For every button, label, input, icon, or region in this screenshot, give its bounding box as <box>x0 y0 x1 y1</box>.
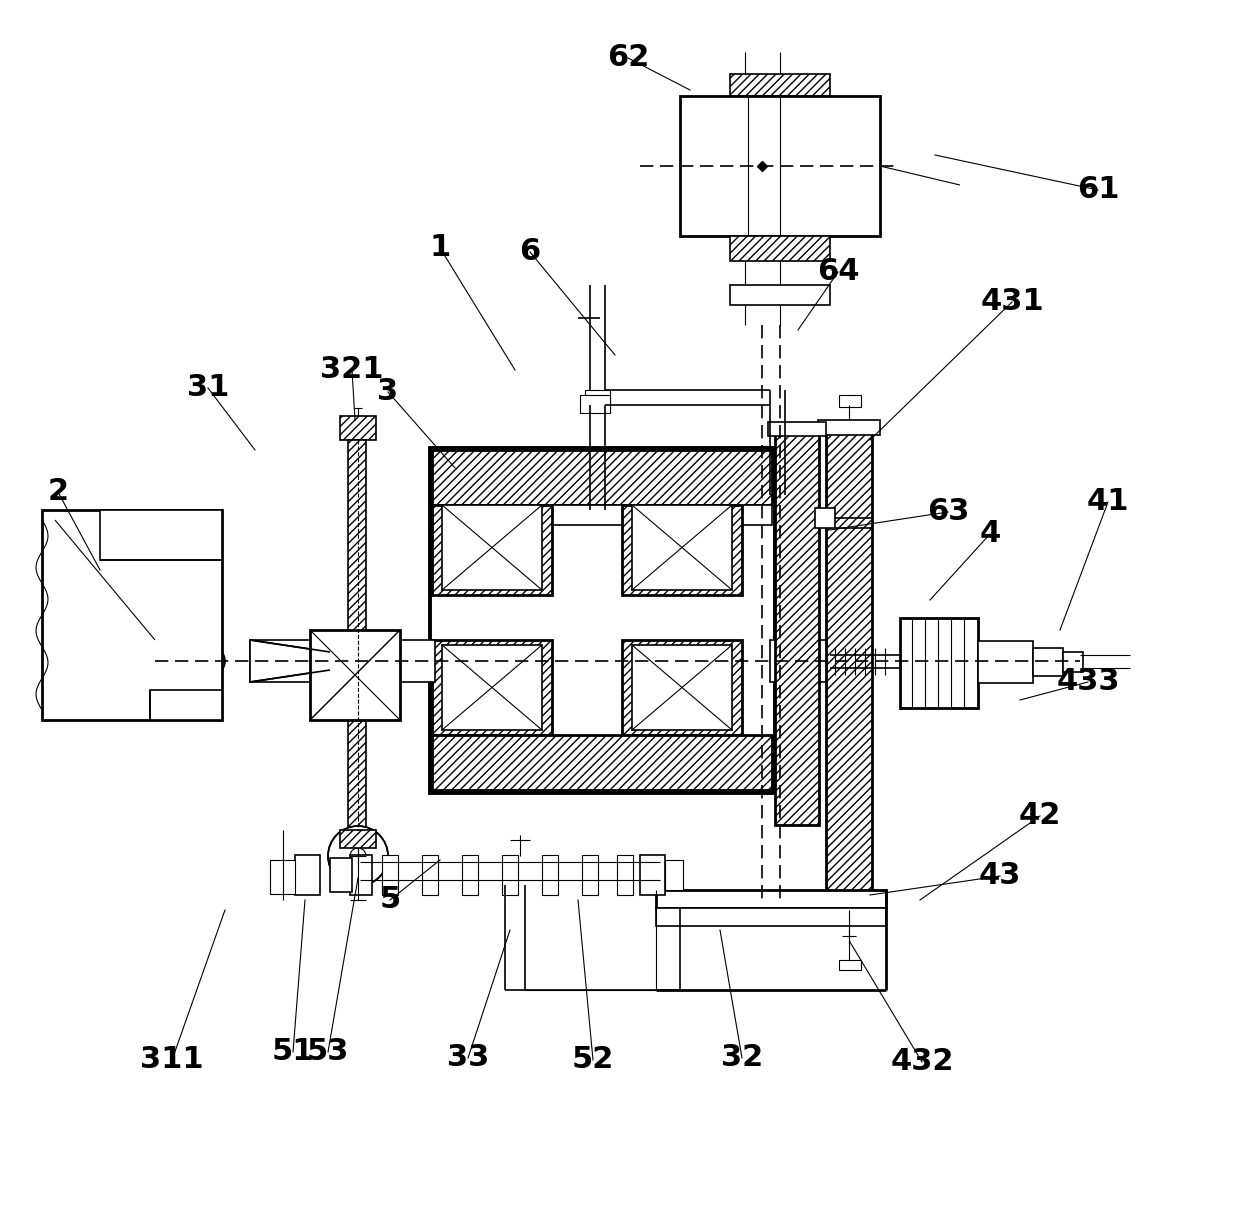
Bar <box>768 422 826 437</box>
Bar <box>839 395 861 407</box>
Bar <box>775 430 818 824</box>
Bar <box>640 855 665 895</box>
Bar <box>463 855 477 895</box>
Text: 311: 311 <box>140 1046 203 1075</box>
Bar <box>422 855 438 895</box>
Bar <box>580 395 610 413</box>
Bar <box>340 416 376 440</box>
Text: 431: 431 <box>980 287 1044 316</box>
Bar <box>348 440 366 831</box>
Text: 52: 52 <box>572 1046 614 1075</box>
Bar <box>730 74 830 96</box>
Text: 432: 432 <box>890 1047 954 1076</box>
Bar <box>770 640 830 682</box>
Bar <box>826 430 872 910</box>
Bar <box>42 510 222 720</box>
Bar <box>818 420 880 435</box>
Text: 42: 42 <box>1019 801 1061 831</box>
Bar <box>839 959 861 970</box>
Circle shape <box>195 646 224 676</box>
Text: 32: 32 <box>720 1043 763 1073</box>
Text: 53: 53 <box>306 1037 350 1066</box>
Bar <box>730 236 830 261</box>
Bar <box>730 285 830 305</box>
Bar <box>502 855 518 895</box>
Text: 4: 4 <box>980 519 1001 548</box>
Bar <box>382 855 398 895</box>
Bar <box>622 640 742 734</box>
Polygon shape <box>250 640 330 682</box>
Bar <box>330 858 352 893</box>
Bar <box>632 644 732 730</box>
Text: 64: 64 <box>817 258 859 287</box>
Bar <box>900 618 978 708</box>
Text: 1: 1 <box>429 233 450 263</box>
Bar <box>441 505 542 590</box>
Text: 43: 43 <box>978 861 1022 890</box>
Bar <box>270 860 295 894</box>
Text: 31: 31 <box>187 373 229 402</box>
Bar <box>432 505 773 525</box>
Bar <box>310 630 401 720</box>
Bar <box>815 508 835 528</box>
Bar <box>665 860 683 890</box>
Text: 5: 5 <box>379 885 401 914</box>
Text: 6: 6 <box>520 237 541 266</box>
Bar <box>1033 648 1063 676</box>
Bar <box>340 831 376 848</box>
Text: 2: 2 <box>47 478 68 507</box>
Text: 63: 63 <box>926 497 970 527</box>
Bar <box>632 505 732 590</box>
Bar <box>432 640 552 734</box>
Bar <box>441 644 542 730</box>
Text: 41: 41 <box>1086 488 1130 517</box>
Bar <box>430 447 775 793</box>
Text: 321: 321 <box>320 355 383 384</box>
Bar <box>656 908 887 927</box>
Bar <box>295 855 320 895</box>
Bar <box>618 855 632 895</box>
Text: 33: 33 <box>446 1043 489 1073</box>
Bar <box>100 510 222 561</box>
Text: 433: 433 <box>1056 668 1120 697</box>
Bar <box>250 640 435 682</box>
Bar <box>582 855 598 895</box>
Bar <box>542 855 558 895</box>
Circle shape <box>350 848 366 865</box>
Text: 51: 51 <box>272 1037 314 1066</box>
Bar <box>432 505 552 595</box>
Text: 61: 61 <box>1076 175 1120 204</box>
Text: 3: 3 <box>377 377 398 406</box>
Text: 62: 62 <box>606 44 650 73</box>
Bar <box>432 734 773 790</box>
Circle shape <box>329 826 388 886</box>
Bar <box>680 96 880 236</box>
Bar <box>1063 652 1083 672</box>
Bar <box>656 890 887 908</box>
Bar <box>978 641 1033 683</box>
Bar <box>150 689 222 720</box>
Bar <box>432 450 773 505</box>
Bar <box>622 505 742 595</box>
Bar <box>585 390 610 410</box>
Bar <box>350 855 372 895</box>
